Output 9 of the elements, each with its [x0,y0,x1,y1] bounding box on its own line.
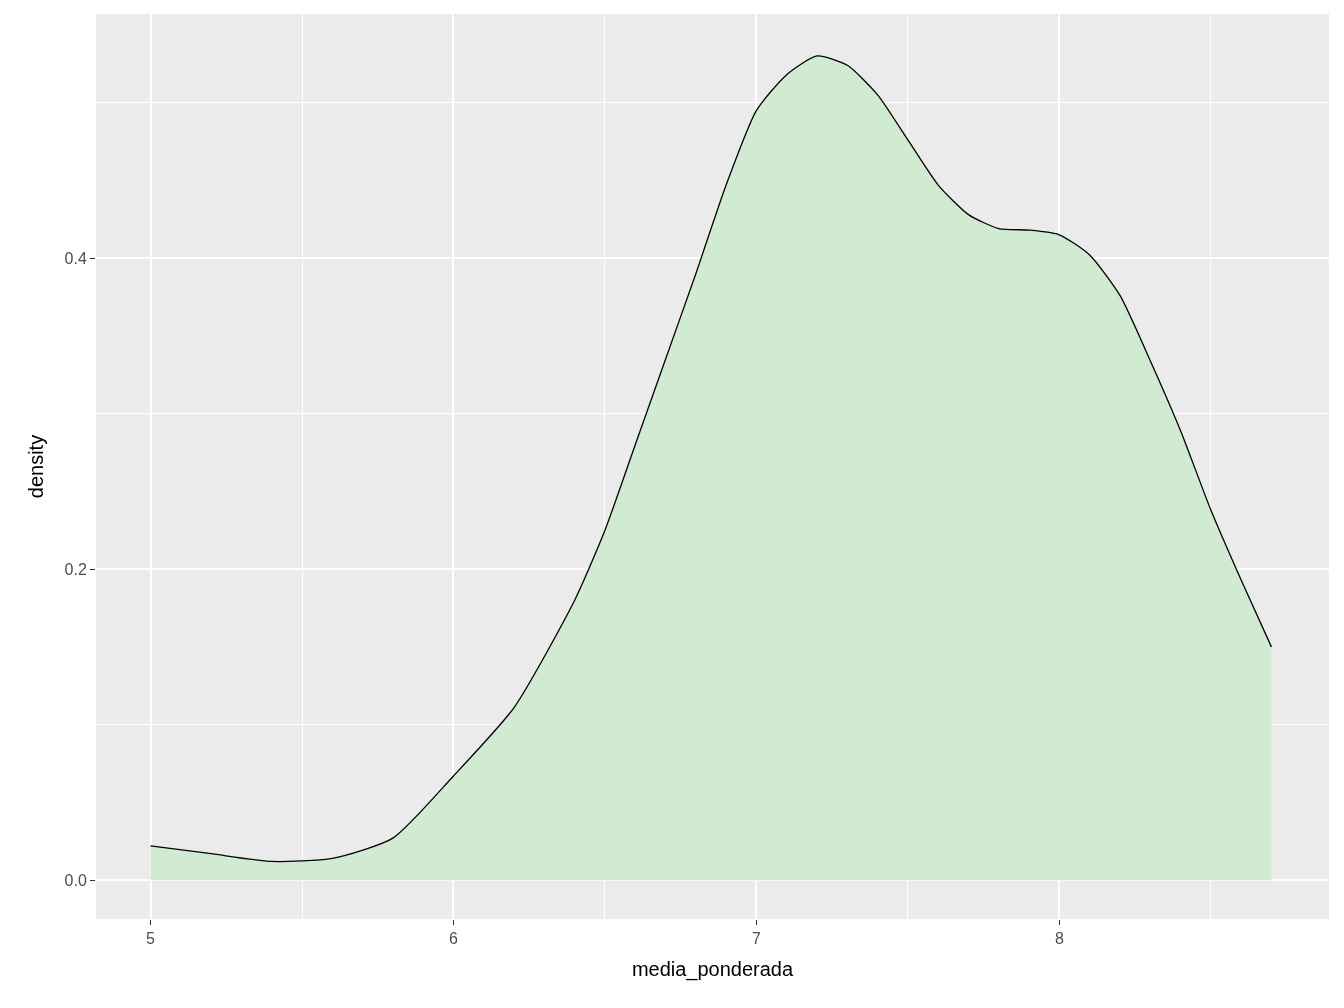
x-tick-label: 6 [449,930,459,948]
x-tick-label: 5 [146,930,156,948]
y-tick-label: 0.4 [64,249,87,267]
y-axis-title: density [25,434,48,499]
x-tick-label: 7 [751,930,761,948]
y-tick-label: 0.0 [64,871,87,889]
x-axis-title: media_ponderada [631,957,794,981]
x-tick-label: 8 [1054,930,1064,948]
y-tick-label: 0.2 [64,560,87,578]
